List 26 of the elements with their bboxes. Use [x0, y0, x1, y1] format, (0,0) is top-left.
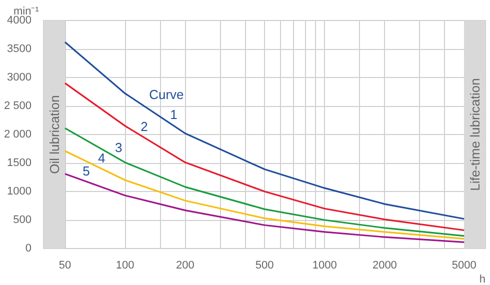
y-tick-label: 0 [25, 242, 32, 254]
series-label: 4 [98, 150, 106, 166]
y-tick-label: 3500 [7, 43, 32, 55]
y-tick-label: 2 500 [4, 100, 32, 112]
series-label: 1 [170, 107, 178, 122]
y-tick-label: 2 000 [4, 128, 32, 140]
x-axis-title: h [479, 274, 486, 285]
x-tick-label: 50 [58, 260, 72, 272]
band-label: Life-time lubrication [467, 78, 482, 191]
y-tick-label: 3000 [7, 72, 32, 84]
y-tick-label: 1000 [7, 186, 32, 198]
y-axis-title: min⁻¹ [14, 6, 40, 18]
y-tick-label: 4000 [7, 14, 32, 26]
x-tick-label: 2000 [372, 260, 397, 272]
x-tick-label: 200 [176, 260, 194, 272]
band-label: Oil lubrication [46, 95, 62, 174]
x-tick-label: 1000 [312, 260, 337, 272]
x-tick-label: 100 [116, 260, 134, 272]
y-tick-label: 500 [13, 214, 32, 226]
series-label: 5 [82, 164, 90, 179]
y-tick-label: 1500 [7, 157, 32, 169]
series-label: 3 [114, 140, 122, 156]
x-tick-label: 5000 [452, 260, 476, 272]
x-tick-label: 500 [255, 260, 274, 272]
annotation: Curve [149, 87, 184, 102]
series-label: 2 [140, 118, 148, 134]
